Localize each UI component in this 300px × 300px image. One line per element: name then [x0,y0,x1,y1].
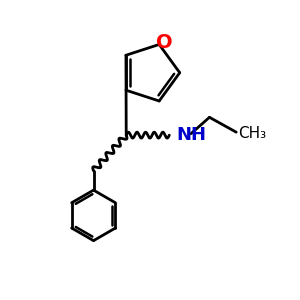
Text: NH: NH [177,126,207,144]
Text: O: O [156,34,173,52]
Text: CH₃: CH₃ [238,126,267,141]
